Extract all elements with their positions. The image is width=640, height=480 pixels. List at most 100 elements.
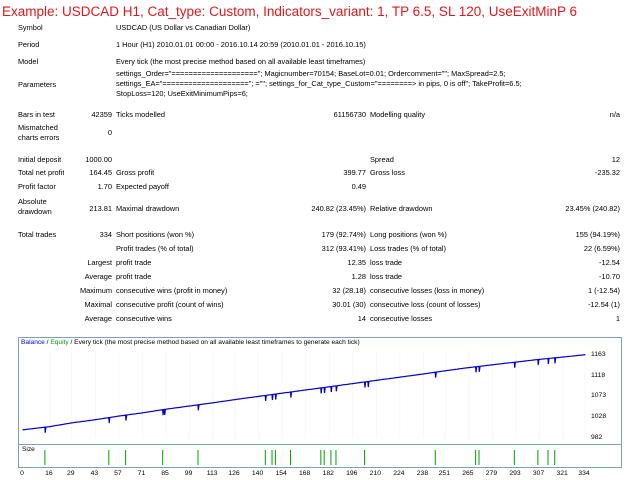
y-tick-label: 1118: [591, 371, 606, 379]
size-bar: [547, 450, 549, 465]
size-bar: [274, 450, 276, 465]
size-bar: [197, 450, 199, 465]
balance-point: [49, 425, 51, 428]
maximal-loss-label: consecutive loss (count of losses): [370, 300, 481, 309]
trades-value: 334: [99, 230, 112, 239]
ticks-value: 61156730: [333, 110, 366, 119]
mismatched-label-1: Mismatched: [18, 123, 58, 132]
long-label: Long positions (won %): [370, 230, 447, 239]
deposit-value: 1000.00: [85, 155, 112, 164]
drawdown-row: Absolute drawdown 213.81 Maximal drawdow…: [18, 197, 622, 219]
y-tick-label: 1163: [591, 351, 606, 359]
x-tick-label: 196: [346, 470, 358, 477]
absdd-value: 213.81: [89, 204, 112, 213]
page-title: Example: USDCAD H1, Cat_type: Custom, In…: [2, 4, 578, 19]
balance-point: [399, 376, 401, 378]
profittrades-value: 312 (93.41%): [321, 244, 366, 253]
size-bar: [537, 450, 539, 465]
maximum-losses-value: 1 (-12.54): [587, 286, 620, 295]
size-chart: Size: [18, 444, 622, 468]
maxdd-value: 240.82 (23.45%): [311, 204, 366, 213]
balance-point: [71, 422, 73, 424]
absdd-label-2: drawdown: [18, 207, 52, 216]
reldd-value: 23.45% (240.82): [565, 204, 620, 213]
x-tick-label: 85: [161, 470, 169, 477]
bars-value: 42359: [91, 110, 112, 119]
netprofit-value: 164.45: [89, 168, 112, 177]
profitfactor-value: 1.70: [97, 182, 112, 191]
x-axis: 0 16 29 43 57 71 85 99 113 126 140 154 168 182 196 210 2…: [18, 468, 622, 478]
x-tick-label: 154: [275, 470, 287, 477]
losstrades-label: Loss trades (% of total): [370, 244, 446, 253]
size-bar: [162, 450, 164, 465]
deposit-label: Initial deposit: [18, 155, 62, 164]
absdd-label-1: Absolute: [18, 197, 47, 206]
size-bar: [264, 450, 266, 465]
size-bar: [271, 450, 273, 465]
balance-point: [22, 429, 24, 431]
size-bar: [475, 450, 477, 465]
balance-point: [94, 419, 96, 421]
expectedpayoff-value: 0.49: [351, 182, 366, 191]
y-tick-label: 982: [591, 434, 603, 441]
x-tick-label: 57: [114, 470, 122, 477]
legend-separator: /: [44, 339, 51, 346]
largest-label: Largest: [87, 258, 112, 267]
quality-label: Modelling quality: [370, 110, 426, 119]
netprofit-label: Total net profit: [18, 168, 65, 177]
balance-point: [468, 366, 470, 369]
average-profit-label: profit trade: [116, 272, 152, 281]
long-value: 155 (94.19%): [575, 230, 620, 239]
largest-profit-label: profit trade: [116, 258, 152, 267]
losstrades-value: 22 (6.59%): [583, 244, 620, 253]
largest-profit-value: 12.35: [347, 258, 367, 267]
x-tick-label: 224: [393, 470, 405, 477]
balance-point: [422, 373, 425, 375]
balance-point: [562, 356, 564, 358]
maximal-profit-value: 30.01 (30): [332, 300, 366, 309]
parameters-line-3: StopLoss=120; UseExitMinimumPips=6;: [116, 89, 248, 98]
balance-point: [328, 386, 330, 388]
largest-loss-value: -12.54: [599, 258, 620, 267]
average2-wins-value: 14: [357, 314, 366, 323]
x-tick-label: 321: [556, 470, 568, 477]
balance-point: [375, 379, 377, 381]
model-value: Every tick (the most precise method base…: [116, 57, 366, 66]
balance-point: [234, 398, 236, 401]
mismatched-label-2: charts errors: [18, 133, 60, 142]
y-tick-label: 1028: [591, 412, 607, 420]
average-label: Average: [84, 272, 112, 281]
size-chart-svg: [44, 450, 556, 465]
x-tick-label: 43: [90, 470, 99, 477]
balance-point: [305, 389, 307, 391]
size-bar: [320, 450, 322, 465]
maximal-label: Maximal: [84, 300, 112, 309]
x-tick-label: 251: [438, 470, 450, 477]
balance-point: [188, 405, 191, 407]
expectedpayoff-label: Expected payoff: [116, 182, 169, 191]
size-bar: [364, 450, 366, 465]
x-tick-label: 307: [532, 470, 545, 477]
parameters-row: Parameters settings_Order="=============…: [18, 69, 622, 101]
average2-losses-label: consecutive losses: [370, 314, 433, 323]
balance-point: [515, 361, 517, 363]
quality-value: n/a: [609, 110, 620, 119]
x-tick-label: 334: [578, 470, 590, 477]
period-label: Period: [18, 40, 40, 49]
legend-equity: Equity: [50, 339, 69, 346]
size-label: Size: [22, 446, 35, 453]
x-tick-label: 265: [462, 470, 474, 477]
parameters-label: Parameters: [18, 80, 57, 89]
symbol-value: USDCAD (US Dollar vs Canadian Dollar): [116, 23, 251, 32]
average2-losses-value: 1: [615, 314, 620, 323]
x-tick-label: 210: [369, 470, 382, 477]
balance-point: [352, 382, 354, 385]
maxdd-label: Maximal drawdown: [116, 204, 180, 213]
x-tick-label: 113: [206, 470, 218, 477]
balance-point: [491, 364, 494, 366]
x-tick-label: 0: [20, 470, 24, 477]
y-tick-label: 1073: [591, 392, 607, 400]
grossloss-label: Gross loss: [370, 168, 405, 177]
period-value: 1 Hour (H1) 2010.01.01 00:00 - 2016.10.1…: [116, 40, 366, 49]
x-tick-label: 126: [228, 470, 240, 477]
